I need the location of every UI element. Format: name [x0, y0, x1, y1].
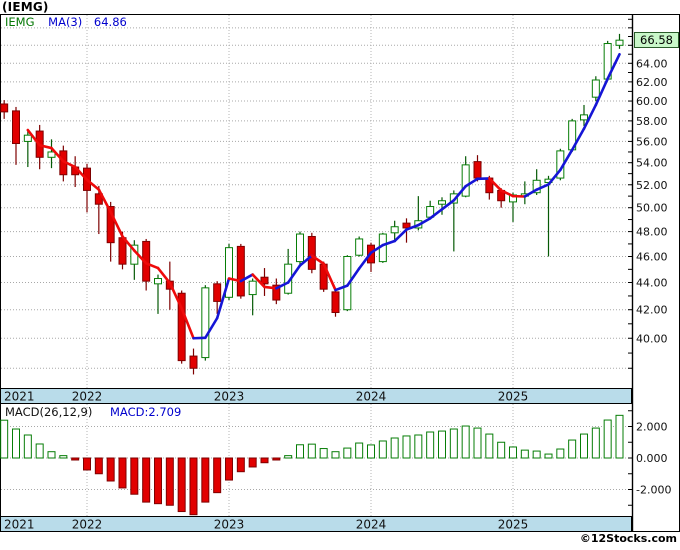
svg-text:54.00: 54.00: [636, 157, 668, 170]
svg-text:52.00: 52.00: [636, 179, 668, 192]
legend-symbol: IEMG: [5, 15, 35, 29]
watermark-credit: ©12Stocks.com: [580, 532, 677, 545]
svg-text:-2.000: -2.000: [636, 484, 671, 497]
svg-text:2024: 2024: [356, 390, 387, 404]
svg-text:42.00: 42.00: [636, 304, 668, 317]
svg-text:0.000: 0.000: [636, 452, 668, 465]
svg-text:58.00: 58.00: [636, 115, 668, 128]
macd-panel-legend: MACD(26,12,9) MACD:2.709: [5, 406, 181, 419]
page-title: (IEMG): [2, 0, 49, 14]
svg-text:40.00: 40.00: [636, 332, 668, 345]
svg-text:2025: 2025: [498, 390, 529, 404]
svg-text:46.00: 46.00: [636, 250, 668, 263]
svg-text:44.00: 44.00: [636, 276, 668, 289]
svg-text:2024: 2024: [356, 518, 387, 532]
svg-text:60.00: 60.00: [636, 95, 668, 108]
macd-legend-value: MACD:2.709: [110, 405, 181, 419]
svg-text:2021: 2021: [4, 390, 35, 404]
svg-text:2.000: 2.000: [636, 421, 668, 434]
legend-ma-label: MA(3): [48, 15, 82, 29]
chart-frame: [1, 15, 680, 532]
svg-text:2022: 2022: [72, 518, 103, 532]
svg-text:64.00: 64.00: [636, 57, 668, 70]
svg-text:56.00: 56.00: [636, 135, 668, 148]
svg-text:62.00: 62.00: [636, 76, 668, 89]
svg-text:2021: 2021: [4, 518, 35, 532]
price-panel-legend: IEMG MA(3) 64.86: [5, 16, 127, 29]
svg-text:48.00: 48.00: [636, 226, 668, 239]
svg-text:2023: 2023: [214, 390, 245, 404]
svg-text:2023: 2023: [214, 518, 245, 532]
svg-text:2022: 2022: [72, 390, 103, 404]
macd-legend-label: MACD(26,12,9): [5, 405, 92, 419]
svg-text:50.00: 50.00: [636, 202, 668, 215]
svg-text:2025: 2025: [498, 518, 529, 532]
legend-ma-value: 64.86: [94, 15, 127, 29]
last-price-badge: 66.58: [634, 32, 679, 48]
